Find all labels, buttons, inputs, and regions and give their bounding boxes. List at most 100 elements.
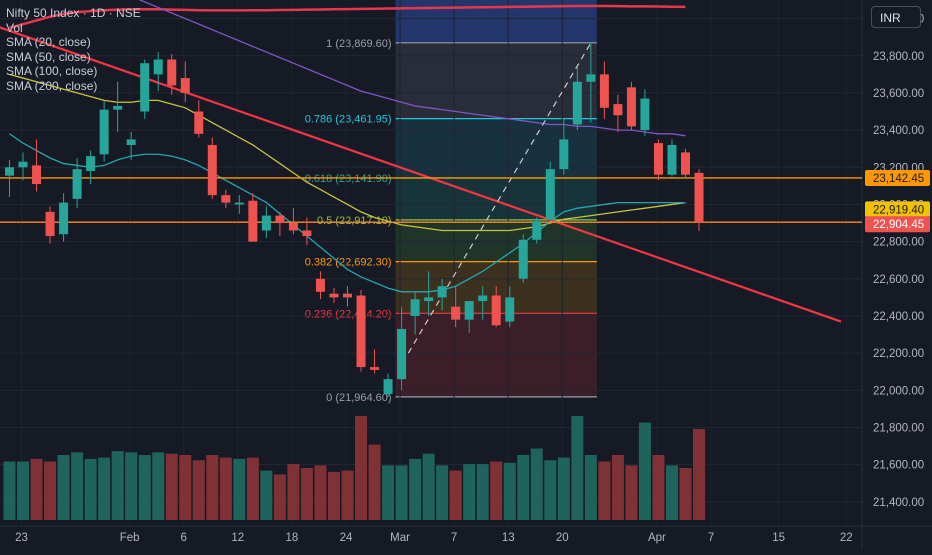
- candle-body: [572, 81, 582, 125]
- candle-body: [532, 221, 542, 240]
- dashed-path-line: [407, 42, 592, 354]
- candle-body: [126, 139, 136, 145]
- volume-bar: [111, 451, 124, 520]
- volume-bar: [517, 455, 530, 520]
- volume-bar: [273, 474, 286, 520]
- candle-body: [640, 98, 650, 131]
- volume-bar: [544, 460, 557, 520]
- candle-body: [32, 165, 42, 185]
- volume-bar: [409, 458, 422, 520]
- volume-bar: [138, 455, 151, 520]
- candle-body: [302, 230, 312, 237]
- candle-body: [370, 367, 380, 370]
- volume-bar: [165, 453, 178, 520]
- sma200-line: [9, 4, 686, 30]
- x-tick-label: Mar: [390, 532, 410, 544]
- volume-bar: [44, 461, 57, 520]
- candle-body: [234, 202, 244, 205]
- y-tick-label: 23,400.00: [873, 125, 924, 137]
- x-tick-label: 22: [840, 532, 853, 544]
- indicator-sma20[interactable]: SMA (20, close): [6, 35, 91, 49]
- y-tick-label: 21,400.00: [873, 497, 924, 509]
- y-tick-label: 21,800.00: [873, 422, 924, 434]
- volume-bar: [57, 455, 70, 520]
- candle-body: [140, 63, 150, 112]
- volume-bar: [355, 416, 368, 520]
- fib-level-label: 0.236 (22,41⁠4.20): [305, 308, 392, 320]
- candle-body: [329, 293, 339, 298]
- candle-body: [478, 295, 488, 302]
- candle-body: [397, 328, 407, 380]
- symbol-title[interactable]: Nifty 50 Index · 1D · NSE: [6, 6, 141, 20]
- volume-bar: [422, 453, 435, 520]
- drawings: [0, 26, 862, 354]
- volume-bar: [260, 470, 273, 520]
- fib-level-label: 0.5 (22,917.10): [317, 215, 392, 227]
- x-tick-label: Apr: [648, 532, 666, 544]
- candle-body: [653, 143, 663, 175]
- candle-body: [45, 211, 55, 237]
- x-tick-label: 6: [181, 532, 187, 544]
- volume-bar: [300, 468, 313, 520]
- candle-body: [261, 215, 271, 231]
- volume-bar: [30, 458, 43, 520]
- volume-bar: [463, 464, 476, 520]
- candle-body: [383, 379, 393, 395]
- indicator-sma100[interactable]: SMA (100, close): [6, 64, 98, 78]
- x-tick-label: Feb: [120, 532, 140, 544]
- x-tick-label: 20: [556, 532, 569, 544]
- fib-level-label: 0.382 (22,692.30): [305, 257, 392, 269]
- indicator-sma50[interactable]: SMA (50, close): [6, 49, 91, 64]
- fib-band: [395, 219, 597, 262]
- volume-bar: [557, 457, 570, 520]
- candle-body: [626, 87, 636, 127]
- candle-body: [356, 295, 366, 368]
- x-tick-label: 15: [772, 532, 785, 544]
- fib-band: [395, 178, 597, 220]
- candle-body: [559, 139, 569, 170]
- x-tick-label: 13: [502, 532, 515, 544]
- candle-body: [248, 200, 258, 242]
- y-tick-label: 23,800.00: [873, 51, 924, 63]
- indicator-volume[interactable]: Vol: [6, 20, 23, 35]
- sma20-line: [9, 133, 686, 293]
- time-axis: 23 Feb 6 12 18 24 Mar 7 13 20 Apr 7 15 22: [15, 532, 853, 544]
- volume-bar: [490, 461, 503, 520]
- candle-body: [681, 152, 690, 175]
- y-tick-label: 22,400.00: [873, 311, 924, 323]
- candle-body: [586, 74, 596, 82]
- volume-bar: [84, 458, 97, 520]
- price-label-box: [865, 169, 930, 186]
- volume-bar: [503, 462, 516, 520]
- volume-bar: [98, 457, 111, 520]
- indicator-sma200[interactable]: SMA (200, close): [6, 78, 98, 93]
- candle-body: [315, 278, 325, 292]
- price-label-box: [865, 201, 930, 218]
- candle-body: [491, 295, 501, 326]
- volume-bar: [611, 455, 624, 520]
- chart-legend: Nifty 50 Index · 1D · NSE Vol SMA (20, c…: [6, 6, 141, 93]
- currency-button[interactable]: INR: [871, 6, 921, 28]
- candle-body: [180, 78, 190, 93]
- x-tick-label: 24: [340, 532, 353, 544]
- volume-bar: [584, 455, 597, 520]
- fib-level-label: 1 (23,869.60): [326, 38, 391, 50]
- volume-bar: [449, 470, 462, 520]
- candle-body: [72, 169, 82, 199]
- volume-bar: [152, 452, 165, 520]
- candle-body: [288, 223, 298, 231]
- volume-bar: [314, 465, 327, 520]
- volume-bar: [638, 422, 651, 520]
- y-tick-label: 22,600.00: [873, 274, 924, 286]
- volume-bar: [219, 457, 232, 520]
- candle-body: [86, 156, 96, 171]
- candle-body: [437, 286, 447, 298]
- volume-bar: [679, 468, 692, 520]
- candle-body: [599, 74, 609, 108]
- fib-band: [395, 313, 597, 397]
- trendline: [0, 26, 842, 323]
- candle-body: [153, 59, 163, 75]
- candles: [5, 42, 704, 398]
- volume-bar: [341, 470, 354, 520]
- x-tick-label: 23: [15, 532, 28, 544]
